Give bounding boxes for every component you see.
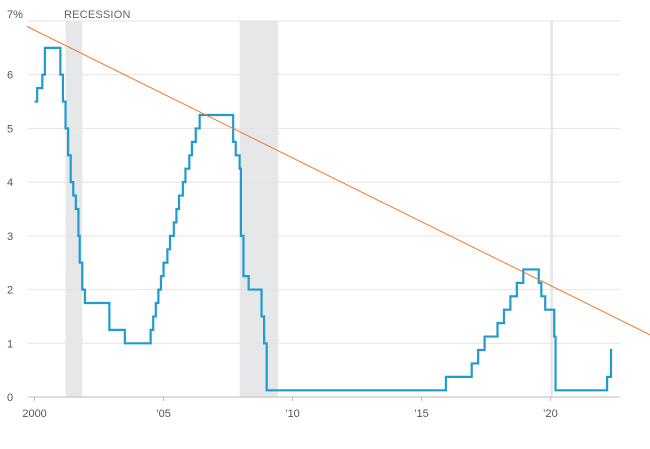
y-tick-label-6: 6 xyxy=(7,70,13,82)
y-tick-label-1: 1 xyxy=(7,338,13,350)
x-tick-label-2005: ’05 xyxy=(156,408,171,420)
x-tick-label-2020: ’20 xyxy=(543,408,558,420)
y-tick-label-3: 3 xyxy=(7,231,13,243)
recession-label: RECESSION xyxy=(64,9,131,21)
x-tick-label-2010: ’10 xyxy=(285,408,300,420)
trend xyxy=(26,25,650,336)
x-axis-ticks: 2000 ’05 ’10 ’15 ’20 xyxy=(22,397,558,420)
recession-band-3 xyxy=(550,21,553,397)
x-tick-label-2015: ’15 xyxy=(414,408,429,420)
x-tick-label-2000: 2000 xyxy=(22,408,46,420)
y-tick-label-0: 0 xyxy=(7,392,13,404)
gridlines xyxy=(28,20,620,398)
recession-band-1 xyxy=(65,21,83,397)
recession-band-2 xyxy=(239,21,279,397)
series-line-1 xyxy=(34,46,613,392)
y-tick-label-2: 2 xyxy=(7,285,13,297)
y-tick-label-4: 4 xyxy=(7,177,13,189)
y-tick-label-7: 7% xyxy=(7,9,23,21)
series xyxy=(34,46,613,392)
trend-line xyxy=(26,25,650,336)
y-axis-ticks: 0 1 2 3 4 5 6 7% xyxy=(7,9,23,404)
recession-bands xyxy=(65,21,553,397)
y-tick-label-5: 5 xyxy=(7,123,13,135)
